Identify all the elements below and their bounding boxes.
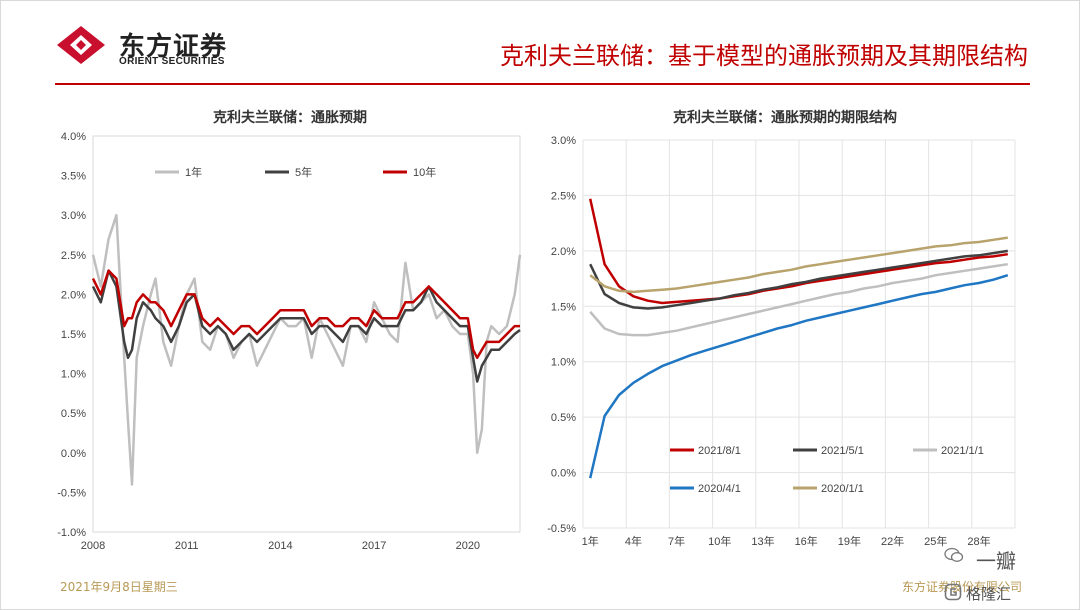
left-ytick-label: 3.0% bbox=[61, 210, 86, 222]
term-structure-chart: 克利夫兰联储：通胀预期的期限结构 3.0% 2.5% 2.0% 1.5% 1.0% 0.5… bbox=[535, 100, 1030, 560]
left-legend-label: 1年 bbox=[185, 165, 202, 179]
right-series-line-3 bbox=[589, 262, 1008, 337]
orient-securities-logo-icon bbox=[57, 26, 105, 64]
logo-chinese-name: 东方证券 bbox=[119, 32, 228, 62]
inflation-expectations-chart: 克利夫兰联储：通胀预期 4.0% 3.5% 3.0% 2.5% 2.0% 1.5% 1.0%… bbox=[40, 100, 530, 560]
right-xtick-label: 10年 bbox=[708, 534, 731, 548]
watermark: 一瓣 格隆汇 bbox=[942, 545, 1072, 607]
watermark-text-1: 一瓣 bbox=[976, 549, 1016, 573]
right-chart-title: 克利夫兰联储：通胀预期的期限结构 bbox=[673, 109, 897, 125]
right-series-line-5 bbox=[589, 236, 1008, 294]
right-ytick-label: 2.0% bbox=[551, 246, 576, 258]
left-ytick-label: -1.0% bbox=[57, 527, 86, 539]
right-xtick-label: 13年 bbox=[751, 534, 774, 548]
left-ytick-label: 2.5% bbox=[61, 250, 86, 262]
left-ytick-label: 0.0% bbox=[61, 448, 86, 460]
left-ytick-label: -0.5% bbox=[57, 487, 86, 499]
right-legend-label: 2021/1/1 bbox=[941, 445, 984, 457]
right-ytick-label: -0.5% bbox=[547, 523, 576, 535]
right-ytick-label: 3.0% bbox=[551, 135, 576, 147]
wechat-icon bbox=[944, 547, 964, 562]
left-chart-title: 克利夫兰联储：通胀预期 bbox=[213, 109, 367, 125]
left-ytick-label: 1.0% bbox=[61, 369, 86, 381]
right-legend-label: 2021/8/1 bbox=[698, 445, 741, 457]
right-ytick-label: 1.5% bbox=[551, 301, 576, 313]
left-xtick-label: 2014 bbox=[268, 540, 292, 552]
right-xtick-label: 1年 bbox=[582, 534, 599, 548]
left-xtick-label: 2020 bbox=[456, 540, 480, 552]
left-series-line-2 bbox=[91, 269, 521, 383]
left-legend-label: 5年 bbox=[295, 165, 312, 179]
logo-english-name: ORIENT SECURITIES bbox=[119, 56, 225, 67]
left-ytick-label: 0.5% bbox=[61, 408, 86, 420]
left-series-line-1 bbox=[91, 213, 522, 486]
left-xtick-label: 2008 bbox=[81, 540, 105, 552]
right-ytick-label: 2.5% bbox=[551, 190, 576, 202]
header-divider bbox=[55, 83, 1030, 85]
right-xtick-label: 7年 bbox=[668, 534, 685, 548]
watermark-text-2: 格隆汇 bbox=[966, 585, 1012, 603]
left-ytick-label: 3.5% bbox=[61, 171, 86, 183]
right-xtick-label: 4年 bbox=[625, 534, 642, 548]
right-xtick-label: 19年 bbox=[838, 534, 861, 548]
right-xtick-label: 16年 bbox=[795, 534, 818, 548]
left-xtick-label: 2017 bbox=[362, 540, 386, 552]
right-series-line-4 bbox=[588, 274, 1009, 479]
left-legend-label: 10年 bbox=[413, 165, 436, 179]
right-xtick-label: 22年 bbox=[881, 534, 904, 548]
left-xtick-label: 2011 bbox=[175, 540, 199, 552]
right-ytick-label: 0.0% bbox=[551, 468, 576, 480]
left-series-line-3 bbox=[91, 269, 520, 360]
right-legend-label: 2021/5/1 bbox=[821, 445, 864, 457]
left-ytick-label: 4.0% bbox=[61, 131, 86, 143]
page-title: 克利夫兰联储：基于模型的通胀预期及其期限结构 bbox=[500, 42, 1028, 70]
right-series-line-1 bbox=[588, 198, 1008, 305]
right-xtick-label: 25年 bbox=[924, 534, 947, 548]
right-ytick-label: 1.0% bbox=[551, 357, 576, 369]
right-legend-label: 2020/4/1 bbox=[698, 483, 741, 495]
left-ytick-label: 2.0% bbox=[61, 289, 86, 301]
gelonghui-logo-icon bbox=[944, 583, 962, 601]
footer-date: 2021年9月8日星期三 bbox=[60, 580, 178, 594]
right-ytick-label: 0.5% bbox=[551, 412, 576, 424]
left-ytick-label: 1.5% bbox=[61, 329, 86, 341]
right-legend-label: 2020/1/1 bbox=[821, 483, 864, 495]
right-xtick-label: 28年 bbox=[967, 534, 990, 548]
footer-company: 东方证券股份有限公司 bbox=[901, 580, 1022, 594]
right-series-line-2 bbox=[589, 249, 1008, 310]
